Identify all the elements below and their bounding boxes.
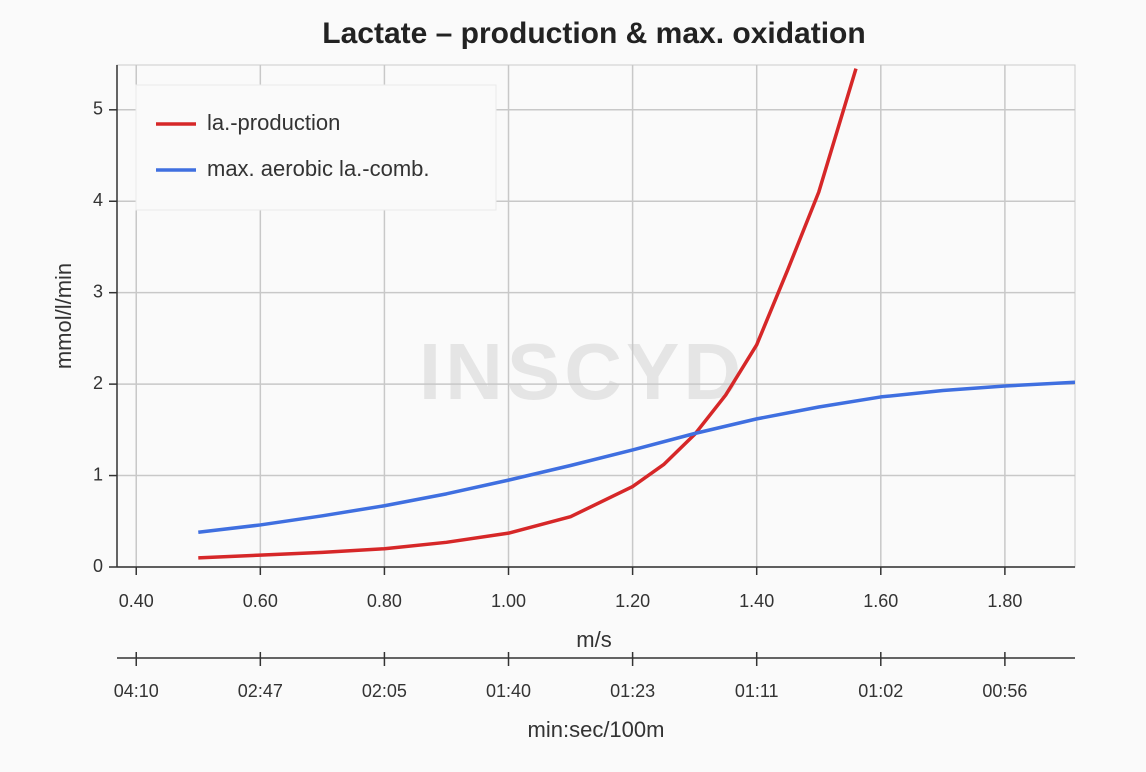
x2-tick-label: 01:23: [610, 681, 655, 701]
legend-label: la.-production: [207, 110, 340, 135]
x2-axis-label: min:sec/100m: [528, 717, 665, 742]
y-tick-label: 0: [93, 556, 103, 576]
x-tick-label: 1.20: [615, 591, 650, 611]
x-tick-label: 0.40: [119, 591, 154, 611]
x2-tick-label: 01:02: [858, 681, 903, 701]
y-tick-label: 4: [93, 190, 103, 210]
series-line: [198, 68, 858, 560]
series-line: [198, 380, 1075, 534]
y-tick-label: 1: [93, 464, 103, 484]
chart-title: Lactate – production & max. oxidation: [322, 17, 865, 50]
y-tick-label: 5: [93, 99, 103, 119]
x-tick-label: 0.60: [243, 591, 278, 611]
x2-tick-label: 02:47: [238, 681, 283, 701]
x-axis-label: m/s: [576, 627, 611, 652]
y-tick-label: 2: [93, 373, 103, 393]
watermark: INSCYD: [419, 327, 745, 416]
y-tick-label: 3: [93, 281, 103, 301]
x-tick-label: 1.80: [987, 591, 1022, 611]
x-tick-label: 1.60: [863, 591, 898, 611]
legend-box: [135, 84, 497, 211]
x-tick-label: 0.80: [367, 591, 402, 611]
x2-tick-label: 00:56: [982, 681, 1027, 701]
y-axis-label: mmol/l/min: [51, 263, 76, 369]
x-tick-label: 1.00: [491, 591, 526, 611]
x2-tick-label: 01:11: [735, 681, 779, 701]
legend-label: max. aerobic la.-comb.: [207, 156, 430, 181]
x2-tick-label: 04:10: [114, 681, 159, 701]
series-group: [198, 68, 1075, 560]
x-tick-label: 1.40: [739, 591, 774, 611]
x2-tick-label: 02:05: [362, 681, 407, 701]
x2-tick-label: 01:40: [486, 681, 531, 701]
